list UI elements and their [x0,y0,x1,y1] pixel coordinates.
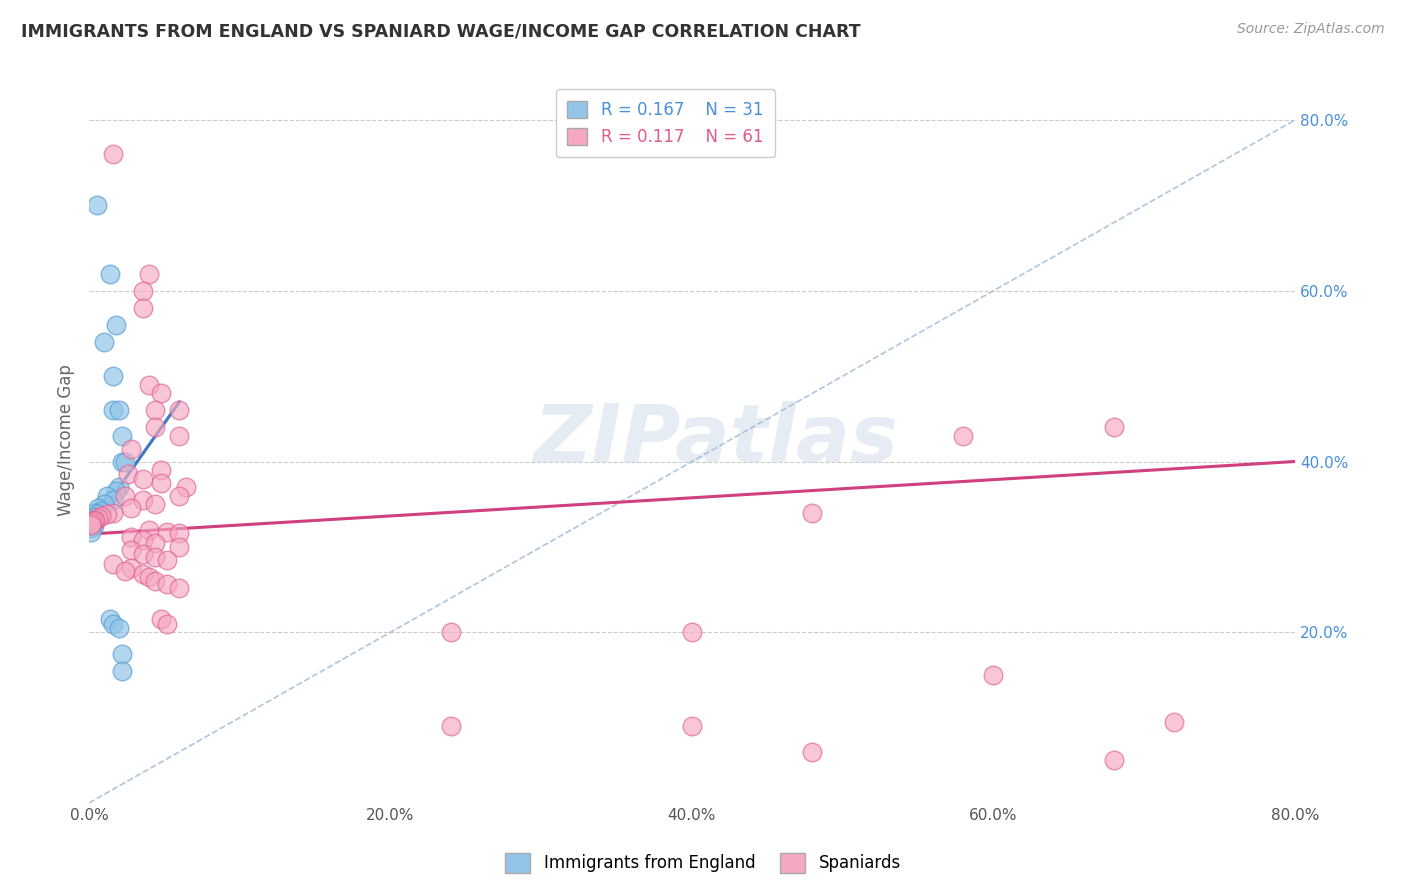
Point [801,745,824,759]
Point [145,574,167,588]
Point [681,719,703,733]
Point [111,454,134,468]
Point [101,147,124,161]
Point [156,616,179,631]
Point [156,524,179,539]
Point [96,489,118,503]
Point [120,561,142,575]
Y-axis label: Wage/Income Gap: Wage/Income Gap [58,364,75,516]
Point [132,567,155,582]
Point [79,524,101,539]
Point [132,547,155,561]
Point [93,497,115,511]
Point [84,512,107,526]
Point [138,523,160,537]
Point [84,506,107,520]
Point [132,492,155,507]
Point [80,512,103,526]
Point [150,386,173,401]
Text: Source: ZipAtlas.com: Source: ZipAtlas.com [1237,22,1385,37]
Point [1102,420,1125,434]
Point [120,543,142,558]
Point [174,480,197,494]
Point [169,581,191,595]
Point [117,467,139,482]
Point [80,516,103,530]
Point [169,429,191,443]
Legend: Immigrants from England, Spaniards: Immigrants from England, Spaniards [499,847,907,880]
Point [101,403,124,417]
Point [169,526,191,541]
Point [101,369,124,384]
Text: IMMIGRANTS FROM ENGLAND VS SPANIARD WAGE/INCOME GAP CORRELATION CHART: IMMIGRANTS FROM ENGLAND VS SPANIARD WAGE… [21,22,860,40]
Point [156,552,179,566]
Point [132,533,155,547]
Point [145,403,167,417]
Point [150,475,173,490]
Point [108,403,131,417]
Point [87,511,110,525]
Point [138,267,160,281]
Point [83,510,105,524]
Text: ZIPatlas: ZIPatlas [533,401,898,479]
Point [87,508,110,522]
Point [983,668,1005,682]
Point [132,301,155,315]
Point [1102,753,1125,767]
Point [1163,714,1185,729]
Point [145,420,167,434]
Point [145,550,167,565]
Point [132,472,155,486]
Point [101,557,124,571]
Point [120,530,142,544]
Point [80,516,103,530]
Point [83,518,105,533]
Point [98,267,121,281]
Point [101,506,124,520]
Point [138,377,160,392]
Point [150,612,173,626]
Point [132,284,155,298]
Point [111,429,134,443]
Point [952,429,974,443]
Point [98,612,121,626]
Point [111,647,134,661]
Point [111,664,134,678]
Point [169,403,191,417]
Point [801,506,824,520]
Point [93,334,115,349]
Point [440,719,463,733]
Point [114,454,136,468]
Point [145,536,167,550]
Point [114,489,136,503]
Point [138,570,160,584]
Point [169,540,191,554]
Point [90,504,112,518]
Point [150,463,173,477]
Point [681,625,703,640]
Point [79,517,101,532]
Point [440,625,463,640]
Point [108,480,131,494]
Point [120,501,142,516]
Point [87,501,110,516]
Point [105,484,128,499]
Point [108,621,131,635]
Point [169,489,191,503]
Point [105,318,128,332]
Point [86,198,108,212]
Legend: R = 0.167    N = 31, R = 0.117    N = 61: R = 0.167 N = 31, R = 0.117 N = 61 [555,89,775,157]
Point [114,564,136,578]
Point [83,514,105,528]
Point [145,497,167,511]
Point [96,508,118,522]
Point [90,509,112,524]
Point [156,577,179,591]
Point [101,492,124,507]
Point [84,514,107,528]
Point [101,616,124,631]
Point [120,442,142,456]
Point [79,521,101,535]
